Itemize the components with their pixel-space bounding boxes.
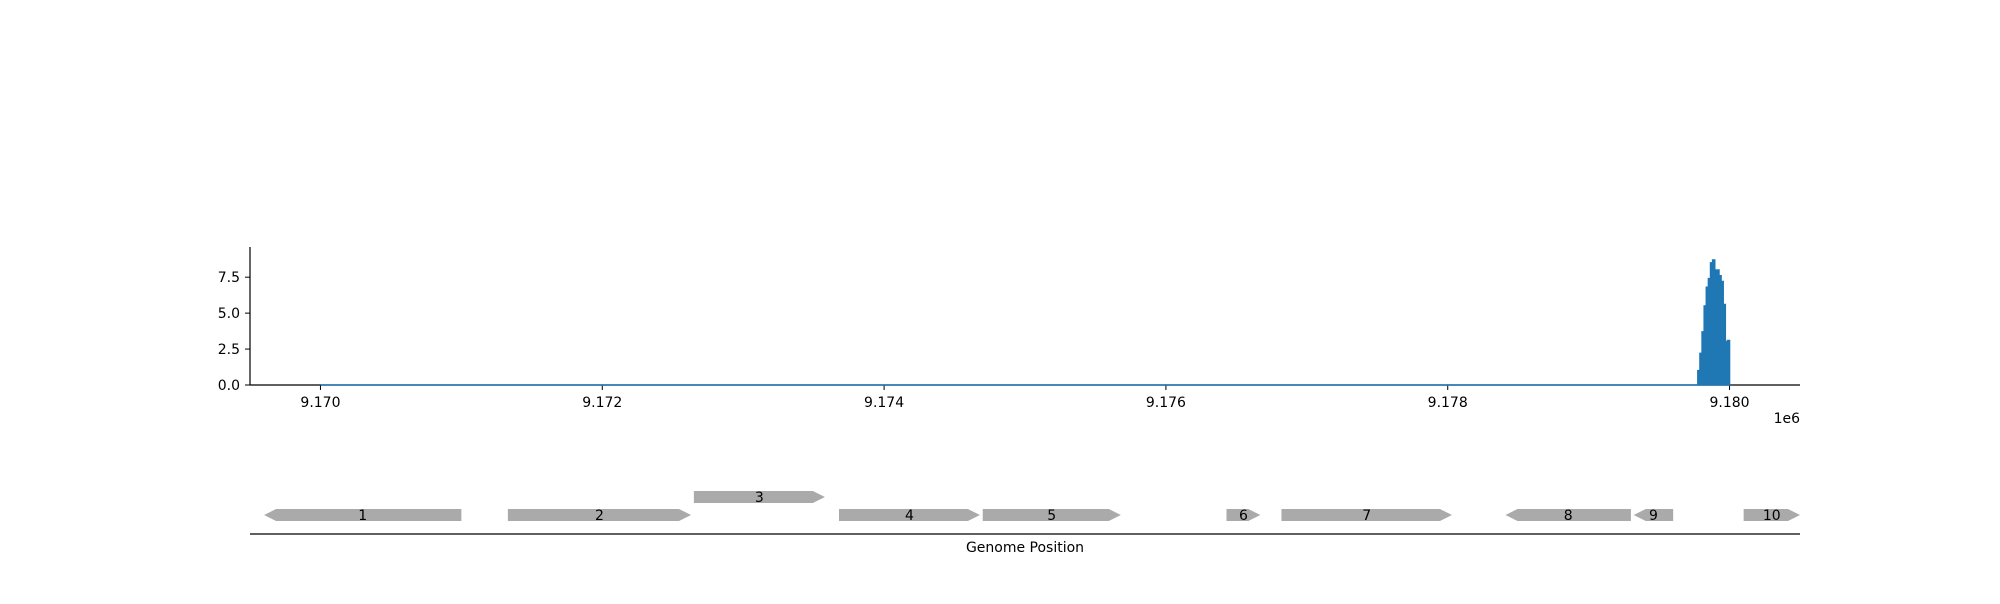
gene-label: 1 xyxy=(358,508,367,524)
gene-label: 8 xyxy=(1564,508,1573,524)
gene-track: 1 2 3 4 5 6 7 8 9 10 Genome Position xyxy=(250,490,1800,556)
coverage-area xyxy=(320,259,1731,386)
x-tick-label: 9.174 xyxy=(864,395,904,411)
gene-arrow xyxy=(1633,509,1674,521)
gene-label: 4 xyxy=(905,508,914,524)
gene-label: 3 xyxy=(755,490,764,506)
y-tick-label: 0.0 xyxy=(218,378,240,394)
x-tick-label: 9.172 xyxy=(582,395,622,411)
x-tick-label: 9.176 xyxy=(1146,395,1186,411)
y-tick-label: 7.5 xyxy=(218,270,240,286)
gene-arrow xyxy=(839,509,980,521)
x-tick-label: 9.178 xyxy=(1428,395,1468,411)
x-tick-label: 9.180 xyxy=(1709,395,1749,411)
gene-label: 2 xyxy=(595,508,604,524)
y-tick-label: 2.5 xyxy=(218,342,240,358)
gene-arrow xyxy=(1505,509,1631,521)
gene-arrow xyxy=(982,509,1121,521)
x-offset-label: 1e6 xyxy=(1774,411,1801,427)
gene-arrow xyxy=(693,491,825,503)
x-axis-label: Genome Position xyxy=(966,540,1084,556)
gene-label: 9 xyxy=(1649,508,1658,524)
gene-arrow xyxy=(507,509,692,521)
gene-label: 7 xyxy=(1362,508,1371,524)
y-tick-label: 5.0 xyxy=(218,306,240,322)
coverage-plot: 0.0 2.5 5.0 7.5 9.170 9.172 9.174 9.176 9.178 9.1… xyxy=(218,247,1800,427)
gene-label: 10 xyxy=(1763,508,1781,524)
gene-arrow xyxy=(1281,509,1452,521)
gene-arrow xyxy=(264,509,462,521)
gene-label: 6 xyxy=(1239,508,1248,524)
x-tick-label: 9.170 xyxy=(300,395,340,411)
gene-label: 5 xyxy=(1047,508,1056,524)
gene-arrow xyxy=(1743,509,1800,521)
gene-arrow xyxy=(1226,509,1261,521)
